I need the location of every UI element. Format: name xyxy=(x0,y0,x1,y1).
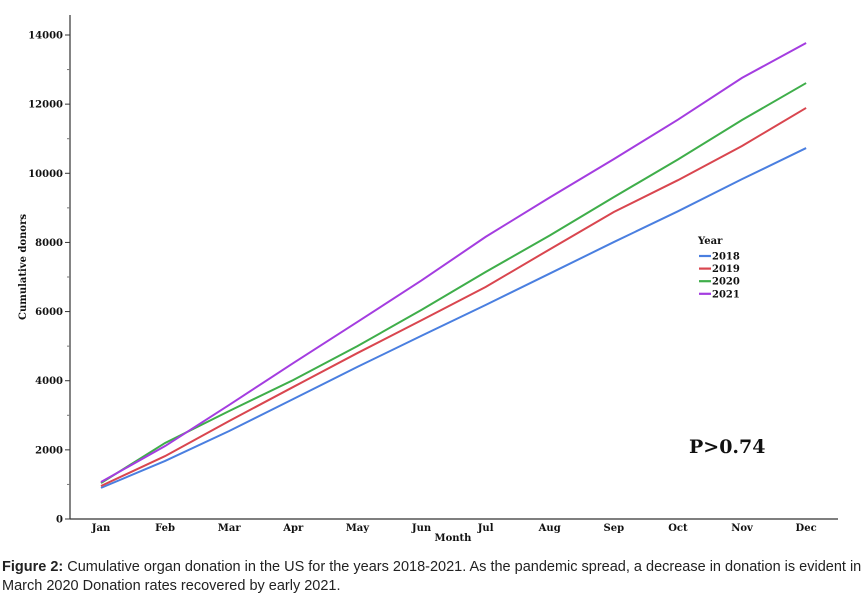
y-tick-label: 8000 xyxy=(35,238,63,249)
line-chart: 0 2000 4000 6000 8000 10000 12000 14000 Jan Feb Ma… xyxy=(18,15,838,544)
legend-label-2021: 2021 xyxy=(712,289,740,300)
p-value-annotation: P>0.74 xyxy=(689,436,765,458)
y-tick-label: 4000 xyxy=(35,376,63,387)
figure-caption: Figure 2: Cumulative organ donation in t… xyxy=(2,558,864,596)
x-tick-label: Feb xyxy=(155,523,175,534)
x-axis-label: Month xyxy=(435,533,473,544)
x-tick-label: Mar xyxy=(218,523,242,534)
series-line-2018 xyxy=(100,147,807,489)
x-tick-label: Nov xyxy=(731,523,754,534)
y-tick-label: 0 xyxy=(56,515,63,526)
x-tick-label: Oct xyxy=(668,523,688,534)
legend-label-2019: 2019 xyxy=(712,264,740,275)
y-tick-label: 10000 xyxy=(28,169,63,180)
series-line-2019 xyxy=(100,107,807,487)
x-tick-label: Aug xyxy=(538,523,561,534)
y-tick-label: 6000 xyxy=(35,307,63,318)
y-tick-label: 12000 xyxy=(28,100,63,111)
x-tick-label: Jul xyxy=(477,523,494,534)
x-tick-label: Jan xyxy=(91,523,111,534)
legend-label-2018: 2018 xyxy=(712,252,740,263)
caption-label: Figure 2: xyxy=(2,559,64,575)
series-line-2020 xyxy=(100,82,807,484)
x-tick-label: Sep xyxy=(604,523,625,534)
legend-label-2020: 2020 xyxy=(712,277,740,288)
x-tick-label: Dec xyxy=(796,523,817,534)
y-tick-label: 2000 xyxy=(35,445,63,456)
caption-text: Cumulative organ donation in the US for … xyxy=(2,559,862,594)
x-tick-label: Jun xyxy=(411,523,432,534)
x-tick-label: Apr xyxy=(282,523,304,534)
x-tick-label: May xyxy=(346,523,371,534)
y-axis-label: Cumulative donors xyxy=(18,214,29,320)
legend-title: Year xyxy=(697,236,723,247)
y-tick-label: 14000 xyxy=(28,31,63,42)
series-line-2021 xyxy=(100,42,807,483)
